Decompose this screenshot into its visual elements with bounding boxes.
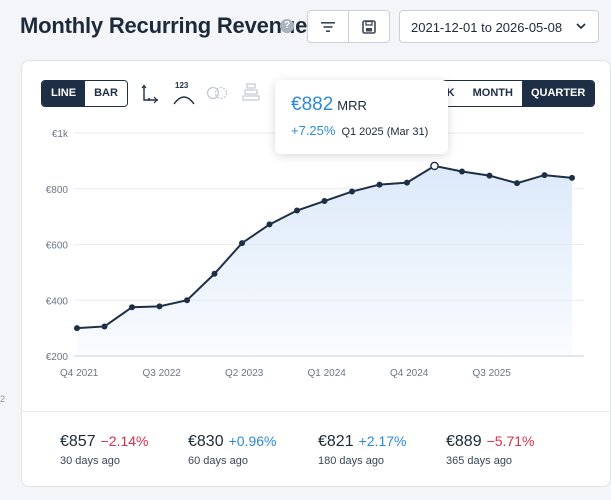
stat-change: −5.71% <box>486 433 535 449</box>
stat-change: +2.17% <box>358 433 407 449</box>
y-tick-label: €600 <box>46 241 69 252</box>
tooltip-period: Q1 2025 (Mar 31) <box>341 126 429 138</box>
x-tick-label: Q1 2024 <box>308 368 347 379</box>
mrr-card: LINE BAR 123 EEK MONTH QUARTER € <box>21 60 611 487</box>
chevron-down-icon <box>576 23 586 30</box>
tooltip-unit: MRR <box>337 98 367 113</box>
period-month[interactable]: MONTH <box>472 87 513 99</box>
tooltip-value: €882 <box>291 94 334 115</box>
data-point <box>569 174 575 181</box>
stack-toggle-button[interactable] <box>242 82 260 107</box>
data-point <box>541 172 548 179</box>
data-point <box>266 221 273 228</box>
data-labels-icon <box>173 96 195 105</box>
chart-type-line[interactable]: LINE <box>42 81 86 106</box>
page-title: Monthly Recurring Revenue <box>20 13 308 38</box>
mrr-chart[interactable]: €1k €800 €600 €400 €200 Q4 2021 Q3 2022 Q2 2023… <box>22 61 611 401</box>
data-point <box>404 179 410 186</box>
data-point <box>101 323 108 330</box>
data-point <box>184 297 190 304</box>
x-tick-label: Q3 2022 <box>143 368 182 379</box>
edge-fragment-text: 2 <box>0 394 6 404</box>
data-point <box>486 172 493 179</box>
save-icon <box>362 19 376 34</box>
data-point <box>211 270 218 277</box>
stat-value: €857 <box>60 433 96 450</box>
axis-toggle-button[interactable] <box>140 84 160 109</box>
stat-change: −2.14% <box>100 433 149 449</box>
data-point <box>294 207 300 214</box>
data-labels-text: 123 <box>175 81 189 90</box>
summary-stat-30d: €857 −2.14% 30 days ago <box>60 433 148 467</box>
y-tick-label: €1k <box>52 129 69 140</box>
data-point <box>239 240 245 247</box>
filter-icon <box>321 21 335 32</box>
data-point <box>74 325 80 332</box>
header-tool-group <box>307 10 390 43</box>
summary-stat-365d: €889 −5.71% 365 days ago <box>446 433 534 467</box>
stat-change: +0.96% <box>228 433 277 449</box>
summary-stat-180d: €821 +2.17% 180 days ago <box>318 433 406 467</box>
y-tick-label: €200 <box>46 352 69 363</box>
stat-label: 30 days ago <box>60 455 120 467</box>
chart-tooltip: €882 MRR +7.25% Q1 2025 (Mar 31) <box>275 80 448 154</box>
compare-icon <box>206 86 228 100</box>
x-tick-label: Q4 2024 <box>390 368 429 379</box>
stat-label: 365 days ago <box>446 455 513 467</box>
date-range-select[interactable]: 2021-12-01 to 2026-05-08 <box>399 10 599 43</box>
stat-label: 180 days ago <box>318 455 385 467</box>
data-point <box>376 181 383 188</box>
series-area <box>77 165 572 356</box>
chart-type-toggle: LINE BAR <box>41 80 128 107</box>
data-point <box>321 198 328 205</box>
date-range-value: 2021-12-01 to 2026-05-08 <box>411 20 563 35</box>
data-point <box>349 188 355 195</box>
y-tick-label: €400 <box>46 296 69 307</box>
compare-toggle-button[interactable] <box>206 86 228 105</box>
summary-stat-60d: €830 +0.96% 60 days ago <box>188 433 276 467</box>
chart-type-bar[interactable]: BAR <box>85 81 127 106</box>
filter-button[interactable] <box>308 11 348 42</box>
page-header: Monthly Recurring Revenue ? 2021-12-01 t… <box>0 0 611 56</box>
data-point <box>129 304 135 311</box>
axis-icon <box>141 84 158 104</box>
help-icon[interactable]: ? <box>280 19 294 33</box>
stat-label: 60 days ago <box>188 455 248 467</box>
stat-value: €830 <box>188 433 224 450</box>
x-tick-label: Q3 2025 <box>473 368 512 379</box>
data-point <box>514 180 520 187</box>
stack-icon <box>242 83 260 101</box>
x-tick-label: Q2 2023 <box>225 368 264 379</box>
tooltip-change: +7.25% <box>291 123 336 138</box>
save-button[interactable] <box>348 11 389 42</box>
stat-value: €821 <box>318 433 354 450</box>
data-point <box>459 168 465 175</box>
x-tick-label: Q4 2021 <box>60 368 99 379</box>
stat-value: €889 <box>446 433 482 450</box>
highlighted-data-point <box>430 161 439 171</box>
period-quarter[interactable]: QUARTER <box>521 81 595 106</box>
summary-divider <box>22 411 611 412</box>
y-tick-label: €800 <box>46 185 69 196</box>
data-point <box>156 303 163 310</box>
